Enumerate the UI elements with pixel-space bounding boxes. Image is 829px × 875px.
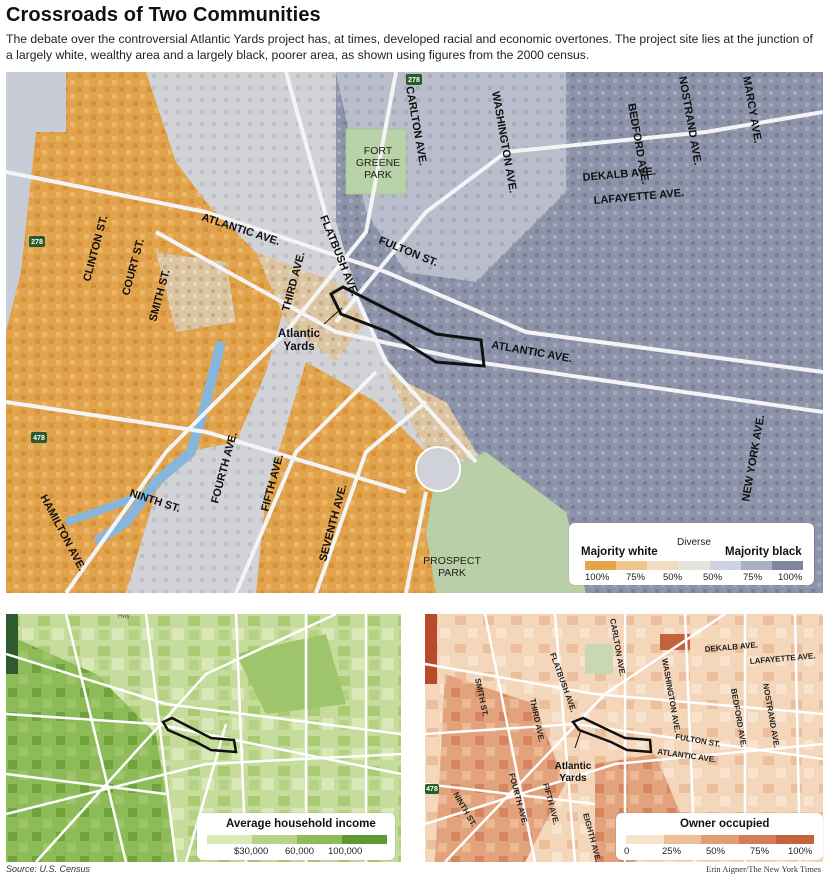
park-label-fort-1: FORT bbox=[364, 145, 393, 157]
label-atlantic-yards-2: Yards bbox=[283, 341, 314, 353]
atlantic-yards-leader bbox=[323, 307, 343, 325]
grand-army-plaza bbox=[415, 446, 461, 492]
owner-tick-2: 50% bbox=[706, 846, 726, 857]
credit-line: Erin Aigner/The New York Times bbox=[706, 864, 821, 874]
income-ramp-3 bbox=[297, 835, 342, 844]
ramp-black-75 bbox=[740, 561, 772, 570]
ramp-white-75 bbox=[616, 561, 648, 570]
legend-tick-4: 75% bbox=[743, 572, 763, 583]
race-color-ramp bbox=[585, 561, 803, 570]
income-water-edge bbox=[6, 614, 18, 674]
ramp-diverse bbox=[678, 561, 710, 570]
income-tick-0: $30,000 bbox=[234, 846, 269, 857]
income-legend-title: Average household income bbox=[226, 818, 376, 830]
diverse-black-zone bbox=[336, 72, 566, 282]
owner-atlantic-yards-outline[interactable] bbox=[571, 716, 653, 754]
owner-occupied-map[interactable]: CARLTON AVE. DEKALB AVE. LAFAYETTE AVE. … bbox=[425, 614, 823, 862]
income-ramp-4 bbox=[342, 835, 387, 844]
legend-tick-3: 50% bbox=[703, 572, 723, 583]
svg-text:278: 278 bbox=[408, 77, 420, 84]
diverse-white-prospect bbox=[386, 372, 476, 472]
page-subtitle: The debate over the controversial Atlant… bbox=[6, 32, 813, 62]
owner-legend: Owner occupied 0 25% 50% 75% 100% bbox=[616, 813, 823, 860]
highway-278-top-shield: 278 bbox=[406, 74, 422, 85]
income-tiny-label: Hwy bbox=[118, 614, 130, 620]
owner-atlantic-yards-leader bbox=[574, 729, 582, 749]
park-label-fort-3: PARK bbox=[364, 169, 392, 181]
legend-diverse-label: Diverse bbox=[677, 537, 711, 548]
race-legend: Majority white Diverse Majority black 10… bbox=[569, 523, 814, 585]
owner-high-west bbox=[435, 674, 565, 862]
diverse-white-boerum bbox=[156, 252, 236, 332]
harbor-water-2 bbox=[6, 132, 36, 332]
legend-majority-black-label: Majority black bbox=[725, 546, 802, 558]
majority-white-west bbox=[6, 72, 286, 593]
legend-majority-white-label: Majority white bbox=[581, 546, 658, 558]
page-title: Crossroads of Two Communities bbox=[6, 4, 321, 26]
income-legend: Average household income $30,000 60,000 … bbox=[197, 813, 395, 860]
main-map-canvas: 278 278 478 CLINTON ST. COURT ST. SMITH … bbox=[6, 72, 823, 593]
highway-478-shield: 478 bbox=[31, 432, 47, 443]
highway-278-left-shield: 278 bbox=[29, 236, 45, 247]
legend-tick-0: 100% bbox=[585, 572, 610, 583]
income-tick-1: 60,000 bbox=[285, 846, 315, 857]
owner-tick-4: 100% bbox=[788, 846, 813, 857]
income-mid-fortgreene bbox=[236, 634, 346, 714]
svg-text:278: 278 bbox=[31, 239, 43, 246]
owner-fort-greene-park bbox=[585, 644, 613, 674]
source-note: Source: U.S. Census bbox=[6, 864, 91, 874]
ramp-white-100 bbox=[585, 561, 617, 570]
atlantic-yards-site-outline[interactable] bbox=[329, 285, 486, 368]
owner-tick-0: 0 bbox=[624, 846, 630, 857]
owner-label-atlantic-yards-1: Atlantic bbox=[555, 761, 592, 772]
gowanus-basin bbox=[64, 493, 138, 526]
park-label-prospect-2: PARK bbox=[438, 567, 466, 579]
owner-ramp-5 bbox=[776, 835, 814, 844]
owner-label-atlantic-yards-2: Yards bbox=[559, 773, 587, 784]
income-color-ramp bbox=[207, 835, 387, 844]
ramp-black-50 bbox=[709, 561, 741, 570]
park-label-fort-2: GREENE bbox=[356, 157, 400, 169]
owner-color-ramp bbox=[626, 835, 814, 844]
park-label-prospect-1: PROSPECT bbox=[423, 555, 481, 567]
prospect-park bbox=[426, 452, 586, 593]
svg-text:478: 478 bbox=[33, 435, 45, 442]
legend-tick-5: 100% bbox=[778, 572, 803, 583]
owner-legend-title: Owner occupied bbox=[680, 818, 770, 830]
legend-tick-2: 50% bbox=[663, 572, 683, 583]
major-roads bbox=[6, 72, 823, 593]
svg-text:478: 478 bbox=[426, 786, 438, 793]
harbor-water bbox=[6, 72, 66, 132]
ramp-white-50 bbox=[647, 561, 679, 570]
gowanus-canal bbox=[93, 340, 226, 547]
income-map-canvas: Hwy bbox=[6, 614, 401, 862]
owner-tick-1: 25% bbox=[662, 846, 682, 857]
owner-highway-478-shield: 478 bbox=[425, 784, 439, 794]
owner-tick-3: 75% bbox=[750, 846, 770, 857]
owner-ramp-3 bbox=[701, 835, 739, 844]
owner-ramp-4 bbox=[738, 835, 777, 844]
owner-ramp-2 bbox=[663, 835, 702, 844]
income-tick-2: 100,000 bbox=[328, 846, 363, 857]
owner-very-high-block bbox=[660, 634, 690, 650]
label-atlantic-yards-1: Atlantic bbox=[278, 328, 321, 340]
owner-ramp-1 bbox=[626, 835, 664, 844]
income-ramp-1 bbox=[207, 835, 252, 844]
income-ramp-2 bbox=[252, 835, 297, 844]
income-atlantic-yards-outline[interactable] bbox=[161, 716, 238, 754]
legend-tick-1: 75% bbox=[626, 572, 646, 583]
ramp-black-100 bbox=[771, 561, 803, 570]
main-race-map[interactable]: 278 278 478 CLINTON ST. COURT ST. SMITH … bbox=[6, 72, 823, 593]
owner-water-edge bbox=[425, 614, 437, 684]
income-high-west bbox=[6, 634, 176, 862]
